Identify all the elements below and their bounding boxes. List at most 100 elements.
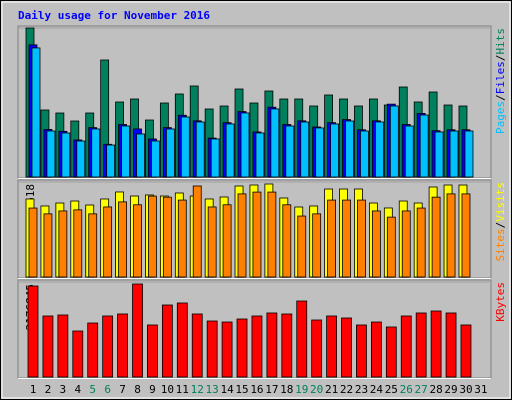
- x-tick-label: 26: [400, 383, 413, 396]
- bar: [446, 193, 456, 278]
- bar: [345, 120, 354, 178]
- legend-entry: Visits: [494, 182, 507, 222]
- bar: [87, 322, 99, 378]
- bar: [28, 207, 38, 278]
- x-tick-label: 5: [89, 383, 96, 396]
- bar: [57, 314, 69, 378]
- bar: [27, 285, 39, 378]
- bar: [237, 193, 247, 278]
- x-tick-label: 31: [474, 383, 487, 396]
- bar: [102, 315, 114, 378]
- bar: [88, 213, 98, 278]
- x-tick-label: 29: [444, 383, 457, 396]
- bar: [267, 191, 277, 278]
- legend-entry: KBytes: [494, 282, 507, 322]
- bar: [315, 127, 325, 178]
- bar: [430, 310, 442, 378]
- bar: [165, 128, 175, 178]
- bar: [240, 112, 250, 178]
- x-tick-label: 28: [429, 383, 442, 396]
- x-tick-label: 10: [161, 383, 174, 396]
- bar: [162, 196, 172, 278]
- x-tick-label: 7: [119, 383, 126, 396]
- bar: [76, 140, 86, 178]
- bar: [118, 201, 127, 278]
- x-tick-label: 9: [149, 383, 156, 396]
- bar: [180, 116, 190, 178]
- bar: [251, 315, 263, 378]
- bar: [136, 133, 145, 178]
- bar: [389, 105, 399, 178]
- bar: [61, 132, 71, 178]
- bar: [300, 121, 310, 178]
- bar: [356, 324, 367, 378]
- bar: [266, 312, 278, 378]
- bar: [91, 128, 101, 178]
- bar: [161, 304, 173, 378]
- x-tick-label: 12: [191, 383, 204, 396]
- x-tick-label: 14: [220, 383, 234, 396]
- bar: [460, 324, 472, 378]
- x-tick-label: 21: [325, 383, 338, 396]
- bar: [419, 114, 429, 178]
- bar: [191, 313, 203, 378]
- bar: [461, 193, 471, 278]
- bar: [192, 185, 202, 278]
- bar: [370, 321, 382, 378]
- bar: [400, 315, 412, 378]
- bar: [357, 199, 366, 278]
- bar: [58, 210, 68, 278]
- bar: [43, 213, 53, 278]
- bar: [401, 210, 411, 278]
- bar: [207, 206, 217, 278]
- bar: [312, 213, 322, 278]
- bar: [177, 199, 187, 278]
- x-tick-label: 1: [30, 383, 37, 396]
- legend-entry: Sites: [494, 228, 507, 261]
- bar: [297, 215, 307, 278]
- x-tick-label: 19: [295, 383, 308, 396]
- x-tick-label: 30: [459, 383, 472, 396]
- x-tick-label: 22: [340, 383, 353, 396]
- bar: [445, 312, 457, 378]
- bar: [330, 123, 340, 178]
- bar: [282, 204, 292, 278]
- bar: [326, 315, 338, 378]
- bar: [132, 283, 143, 378]
- bar: [415, 312, 427, 378]
- legend-entry: Hits: [494, 28, 507, 55]
- x-tick-label: 8: [134, 383, 141, 396]
- x-tick-label: 18: [280, 383, 293, 396]
- bar: [270, 108, 280, 178]
- legend-entry: Files: [494, 61, 507, 94]
- bar: [431, 196, 441, 278]
- bar: [341, 317, 352, 378]
- x-tick-label: 24: [370, 383, 384, 396]
- x-tick-label: 13: [206, 383, 219, 396]
- bar: [210, 138, 220, 178]
- bar: [73, 209, 83, 278]
- bar: [252, 191, 262, 278]
- bar: [42, 315, 54, 378]
- bar: [385, 326, 397, 378]
- bar: [360, 130, 369, 178]
- bar: [195, 121, 205, 178]
- bar: [416, 207, 426, 278]
- x-tick-label: 23: [355, 383, 368, 396]
- bar: [147, 324, 158, 378]
- bar: [374, 121, 384, 178]
- x-tick-label: 2: [45, 383, 52, 396]
- legend-separator: /: [494, 55, 507, 62]
- bar: [176, 302, 188, 378]
- bar: [31, 47, 41, 178]
- bar: [221, 321, 233, 378]
- bar: [206, 320, 218, 378]
- x-tick-label: 27: [415, 383, 428, 396]
- bar: [296, 300, 308, 378]
- legend-separator: /: [494, 94, 507, 101]
- x-tick-label: 4: [74, 383, 81, 396]
- bar: [46, 130, 56, 178]
- bar: [371, 210, 381, 278]
- legend-separator: /: [494, 222, 507, 229]
